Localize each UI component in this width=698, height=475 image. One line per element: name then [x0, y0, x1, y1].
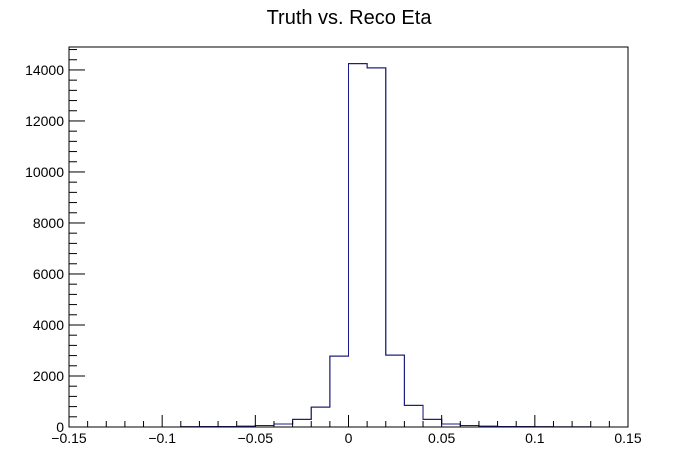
- series-layer: [69, 63, 628, 428]
- x-tick-label: −0.05: [238, 430, 274, 446]
- x-axis: −0.15 −0.1 −0.05 0 0.05 0.1 0.15: [51, 415, 642, 446]
- x-tick-label: 0.15: [614, 430, 641, 446]
- y-tick-label: 4000: [33, 317, 64, 333]
- x-tick-label: 0.1: [525, 430, 545, 446]
- y-tick-label: 6000: [33, 266, 64, 282]
- y-tick-label: 8000: [33, 215, 64, 231]
- y-axis: 0 2000 4000 6000 8000 10000 12000 14000: [25, 49, 85, 435]
- y-tick-label: 14000: [25, 62, 64, 78]
- y-tick-label: 12000: [25, 113, 64, 129]
- chart-title: Truth vs. Reco Eta: [267, 7, 433, 29]
- plot-frame: [68, 46, 629, 428]
- histogram-series-2: [69, 63, 628, 428]
- y-tick-label: 2000: [33, 368, 64, 384]
- x-tick-label: 0: [345, 430, 353, 446]
- x-tick-label: −0.15: [51, 430, 87, 446]
- y-tick-label: 0: [56, 419, 64, 435]
- x-tick-label: −0.1: [148, 430, 176, 446]
- y-tick-label: 10000: [25, 164, 64, 180]
- x-tick-label: 0.05: [428, 430, 455, 446]
